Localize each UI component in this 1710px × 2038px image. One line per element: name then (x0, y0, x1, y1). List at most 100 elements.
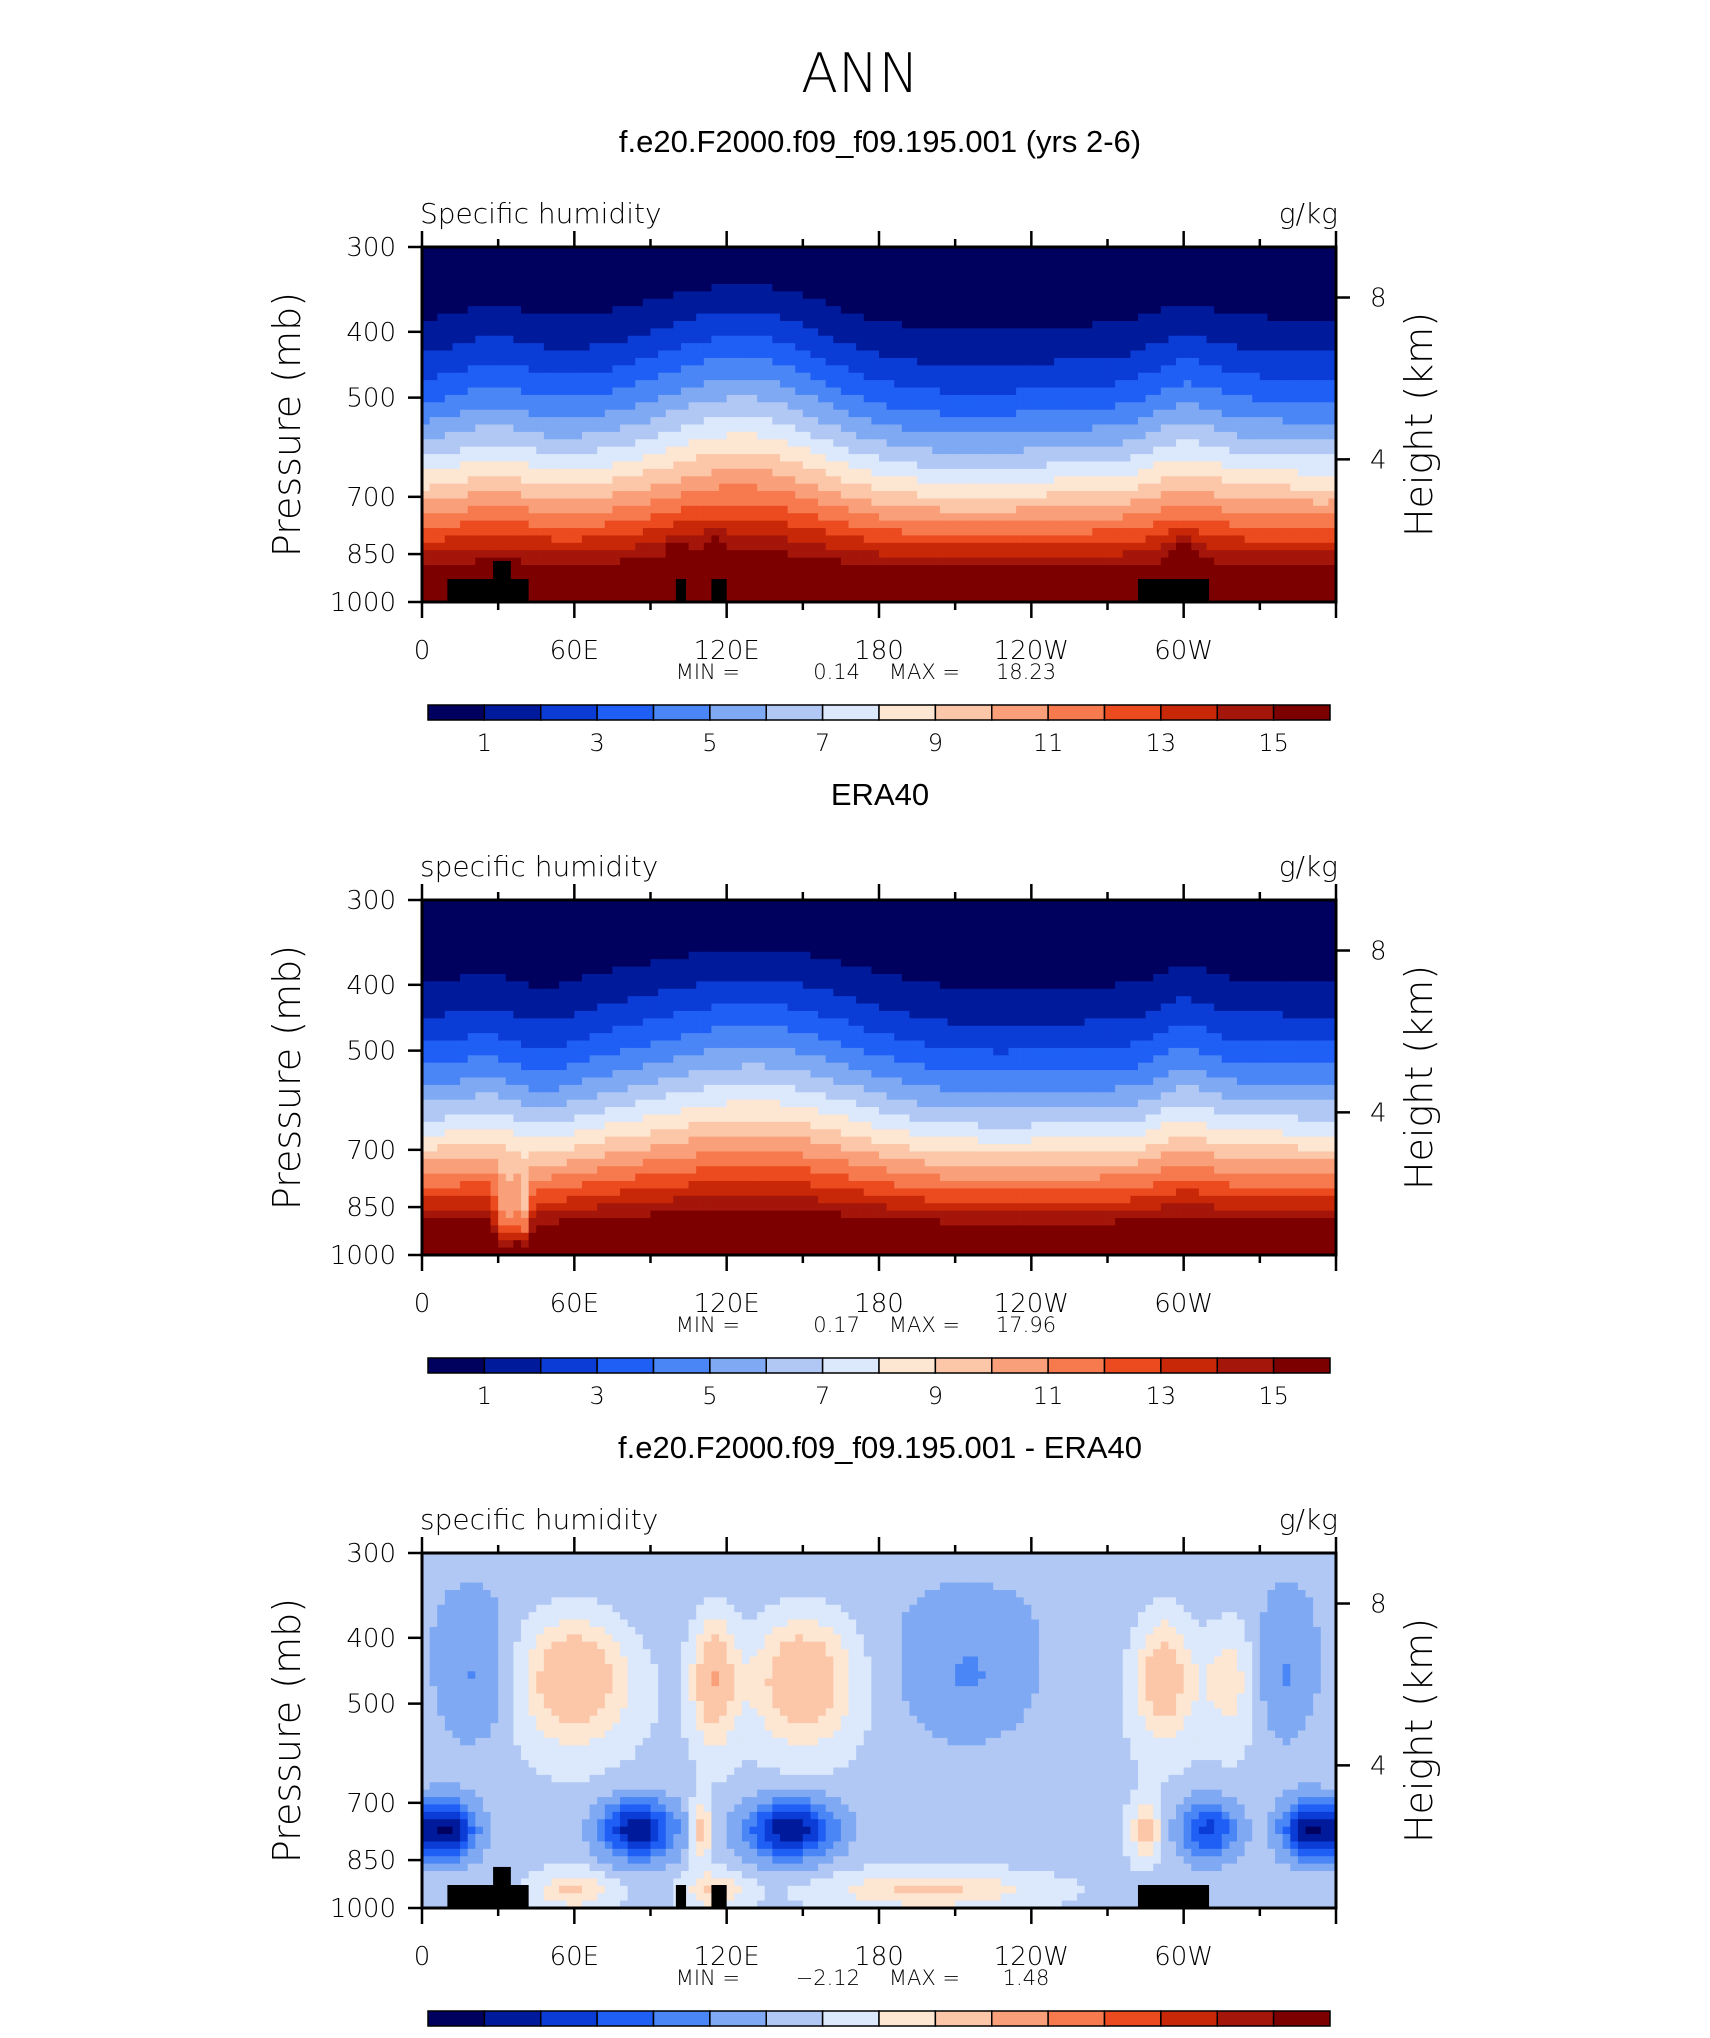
field-cell (627, 505, 636, 514)
field-cell (688, 409, 697, 418)
field-cell (1328, 313, 1337, 322)
field-cell (818, 276, 827, 285)
field-cell (1313, 350, 1322, 359)
field-cell (1016, 254, 1025, 263)
field-cell (734, 446, 743, 455)
field-cell (1137, 402, 1147, 411)
field-cell (1038, 535, 1048, 544)
field-cell (650, 298, 659, 307)
field-cell (521, 291, 530, 300)
field-cell (1198, 424, 1208, 433)
field-cell (1229, 328, 1238, 337)
field-cell (680, 247, 690, 255)
field-cell (1160, 306, 1170, 315)
field-cell (764, 350, 773, 359)
field-cell (795, 431, 804, 440)
field-cell (650, 247, 659, 255)
field-cell (825, 380, 834, 389)
field-cell (947, 528, 956, 537)
field-cell (810, 550, 819, 559)
field-cell (680, 550, 690, 559)
field-cell (1107, 357, 1116, 366)
field-cell (955, 387, 964, 396)
field-cell (779, 483, 789, 492)
field-cell (559, 520, 568, 529)
field-cell (871, 365, 880, 374)
field-cell (422, 357, 431, 366)
field-cell (627, 269, 636, 278)
field-cell (970, 350, 979, 359)
field-cell (1275, 542, 1284, 551)
field-cell (490, 380, 499, 389)
field-cell (1084, 505, 1093, 514)
field-cell (612, 409, 621, 418)
field-cell (1145, 320, 1154, 329)
field-cell (894, 380, 903, 389)
field-cell (467, 454, 476, 463)
field-cell (879, 498, 888, 507)
field-cell (779, 269, 789, 278)
field-cell (467, 365, 476, 374)
field-cell (490, 417, 499, 426)
field-cell (460, 380, 469, 389)
field-cell (1214, 291, 1223, 300)
field-cell (1016, 350, 1025, 359)
field-cell (734, 476, 743, 485)
field-cell (962, 394, 971, 403)
field-cell (680, 491, 690, 500)
field-cell (597, 498, 606, 507)
field-cell (863, 550, 872, 559)
field-cell (1122, 291, 1131, 300)
field-cell (856, 439, 865, 448)
field-cell (840, 357, 850, 366)
field-cell (1000, 498, 1010, 507)
field-cell (932, 535, 941, 544)
field-cell (886, 535, 895, 544)
field-cell (833, 269, 842, 278)
field-cell (422, 431, 431, 440)
field-cell (1267, 320, 1276, 329)
field-cell (924, 283, 933, 292)
field-cell (901, 380, 911, 389)
field-cell (688, 468, 697, 477)
field-cell (1267, 365, 1276, 374)
field-cell (818, 357, 827, 366)
field-cell (688, 402, 697, 411)
field-cell (1107, 320, 1116, 329)
field-cell (970, 461, 979, 470)
field-cell (1122, 298, 1131, 307)
field-cell (696, 247, 705, 255)
field-cell (978, 468, 987, 477)
field-cell (521, 424, 530, 433)
field-cell (620, 372, 629, 381)
field-cell (1168, 394, 1177, 403)
field-cell (772, 313, 781, 322)
field-cell (543, 505, 553, 514)
field-cell (909, 409, 918, 418)
field-cell (1198, 283, 1208, 292)
field-cell (566, 468, 575, 477)
field-cell (498, 298, 507, 307)
field-cell (1160, 313, 1170, 322)
field-cell (505, 283, 514, 292)
field-cell (589, 409, 598, 418)
field-cell (574, 394, 583, 403)
field-cell (422, 439, 431, 448)
field-cell (635, 387, 644, 396)
field-cell (863, 276, 872, 285)
field-cell (429, 387, 438, 396)
field-cell (1160, 380, 1170, 389)
field-cell (1046, 491, 1055, 500)
field-cell (1214, 335, 1223, 344)
field-cell (924, 417, 933, 426)
field-cell (566, 350, 575, 359)
field-cell (1252, 498, 1261, 507)
field-cell (1130, 498, 1139, 507)
field-cell (1183, 520, 1192, 529)
field-cell (871, 535, 880, 544)
field-cell (574, 328, 583, 337)
field-cell (1305, 261, 1314, 270)
field-cell (917, 387, 926, 396)
field-cell (482, 439, 492, 448)
field-cell (1297, 380, 1307, 389)
